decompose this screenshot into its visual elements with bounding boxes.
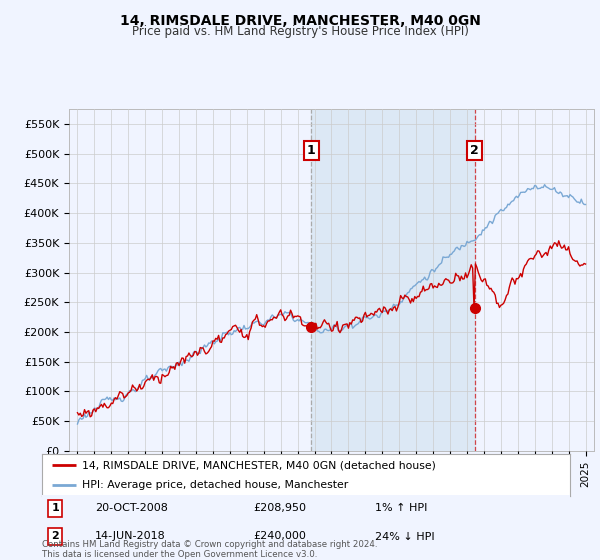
Text: 14, RIMSDALE DRIVE, MANCHESTER, M40 0GN: 14, RIMSDALE DRIVE, MANCHESTER, M40 0GN [119,14,481,28]
Text: 1: 1 [307,144,316,157]
Text: £240,000: £240,000 [253,531,306,542]
Text: 24% ↓ HPI: 24% ↓ HPI [374,531,434,542]
Text: HPI: Average price, detached house, Manchester: HPI: Average price, detached house, Manc… [82,480,348,490]
Text: 1: 1 [52,503,59,514]
Text: 2: 2 [470,144,479,157]
Text: Price paid vs. HM Land Registry's House Price Index (HPI): Price paid vs. HM Land Registry's House … [131,25,469,38]
Text: 14-JUN-2018: 14-JUN-2018 [95,531,166,542]
Text: 14, RIMSDALE DRIVE, MANCHESTER, M40 0GN (detached house): 14, RIMSDALE DRIVE, MANCHESTER, M40 0GN … [82,460,436,470]
Text: £208,950: £208,950 [253,503,306,514]
Text: 1% ↑ HPI: 1% ↑ HPI [374,503,427,514]
Bar [311,109,475,451]
Text: 20-OCT-2008: 20-OCT-2008 [95,503,167,514]
Text: Contains HM Land Registry data © Crown copyright and database right 2024.
This d: Contains HM Land Registry data © Crown c… [42,540,377,559]
Text: 2: 2 [52,531,59,542]
